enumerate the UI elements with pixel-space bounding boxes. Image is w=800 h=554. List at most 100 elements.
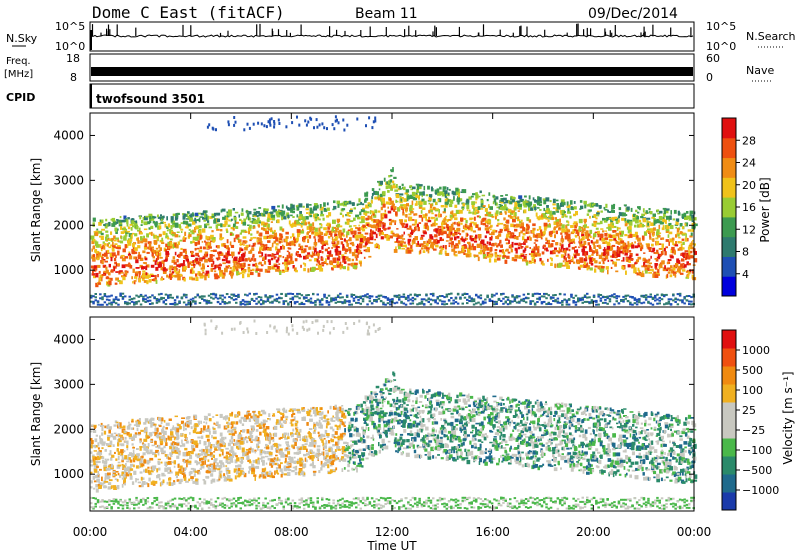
echo-pixel [105,506,109,508]
echo-pixel [298,216,302,219]
echo-pixel [112,241,114,245]
echo-pixel [434,228,436,232]
echo-pixel [358,198,361,203]
echo-pixel [298,223,301,226]
echo-pixel [420,247,424,250]
echo-pixel [557,251,561,254]
echo-pixel [384,234,389,239]
echo-pixel [340,241,344,245]
echo-pixel [227,260,231,264]
echo-pixel [342,243,345,249]
echo-pixel [234,120,237,124]
echo-pixel [671,237,675,241]
echo-pixel [447,200,449,204]
echo-pixel [682,241,685,245]
echo-pixel [511,300,514,303]
echo-pixel [357,243,359,247]
echo-pixel [289,224,292,227]
echo-pixel [314,238,317,243]
echo-pixel [126,440,129,445]
echo-pixel [194,227,197,231]
echo-pixel [172,224,175,228]
echo-pixel [450,297,453,299]
echo-pixel [662,222,664,225]
echo-pixel [171,271,175,274]
echo-pixel [123,450,126,453]
echo-pixel [180,297,184,300]
echo-pixel [185,258,189,262]
echo-pixel [310,117,313,121]
echo-pixel [339,261,342,266]
echo-pixel [124,295,127,298]
echo-pixel [584,232,587,237]
echo-pixel [117,433,121,438]
echo-pixel [135,294,138,297]
echo-pixel [230,274,233,279]
echo-pixel [591,258,596,262]
echo-pixel [275,268,279,272]
echo-pixel [635,298,639,301]
echo-pixel [309,301,313,304]
echo-pixel [482,243,487,246]
echo-pixel [318,301,322,304]
echo-pixel [602,230,605,233]
echo-pixel [418,214,422,218]
echo-pixel [395,200,399,203]
echo-pixel [287,242,291,246]
echo-pixel [498,233,501,237]
echo-pixel [691,214,695,219]
echo-pixel [122,248,126,253]
echo-pixel [540,302,544,305]
echo-pixel [205,235,208,240]
echo-pixel [667,267,671,270]
echo-pixel [506,255,510,259]
echo-pixel [320,210,323,215]
echo-pixel [212,293,215,296]
echo-pixel [218,267,222,271]
echo-pixel [288,251,291,255]
echo-pixel [454,217,458,221]
echo-pixel [120,426,124,429]
echo-pixel [105,250,108,254]
echo-pixel [107,445,112,448]
echo-pixel [295,205,298,208]
echo-pixel [391,230,394,235]
echo-pixel [410,188,413,191]
echo-pixel [275,246,278,251]
freq-right-tick-top: 60 [706,52,720,65]
echo-pixel [119,240,124,244]
echo-pixel [127,239,131,244]
echo-pixel [360,262,362,267]
echo-pixel [289,292,292,295]
echo-pixel [683,296,686,299]
echo-pixel [114,451,116,454]
echo-pixel [593,220,598,223]
echo-pixel [123,230,128,233]
echo-pixel [579,239,582,243]
echo-pixel [349,249,352,254]
echo-pixel [384,303,387,306]
echo-pixel [339,225,343,228]
echo-pixel [103,252,108,257]
echo-pixel [547,294,550,297]
echo-pixel [219,233,223,238]
echo-pixel [225,293,229,295]
echo-pixel [665,246,668,249]
echo-pixel [652,227,656,231]
echo-pixel [225,245,229,250]
echo-pixel [111,223,116,227]
echo-pixel [140,429,144,432]
echo-pixel [153,297,156,300]
echo-pixel [655,252,660,255]
echo-pixel [306,212,309,214]
echo-pixel [198,296,202,299]
echo-pixel [121,219,126,223]
echo-pixel [129,236,132,239]
echo-pixel [344,252,347,255]
echo-pixel [674,224,679,226]
echo-pixel [668,219,670,222]
echo-pixel [651,232,654,236]
echo-pixel [126,432,130,436]
echo-pixel [367,211,370,214]
echo-pixel [101,228,105,231]
